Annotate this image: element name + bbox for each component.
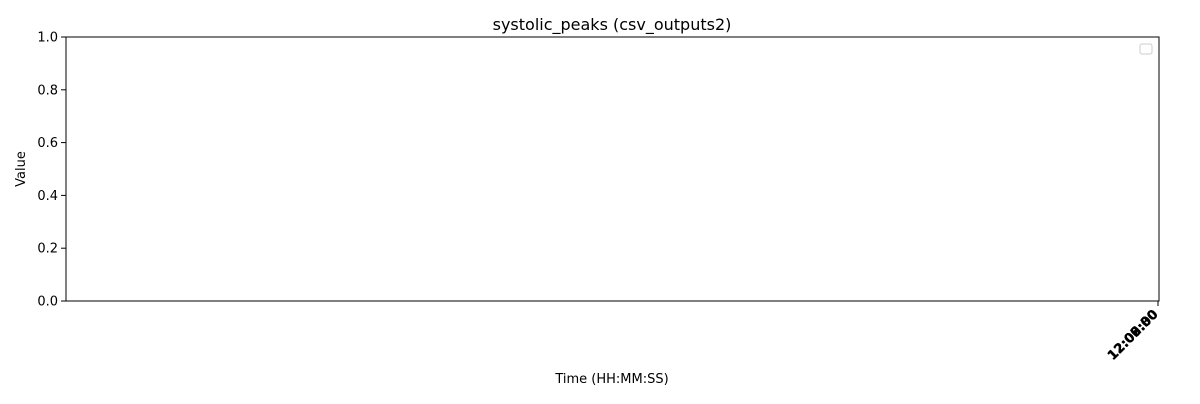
plot-area-border bbox=[65, 36, 1160, 302]
chart-title: systolic_peaks (csv_outputs2) bbox=[493, 15, 732, 35]
legend-box bbox=[1139, 43, 1153, 55]
axes-frame bbox=[65, 36, 1160, 302]
y-tick-label: 0.4 bbox=[37, 189, 58, 204]
y-tick-label: 0.2 bbox=[37, 242, 58, 257]
x-axis-label: Time (HH:MM:SS) bbox=[554, 372, 668, 387]
y-axis-label: Value bbox=[14, 151, 29, 187]
y-tick-label: 0.8 bbox=[37, 83, 58, 98]
y-tick-label: 1.0 bbox=[37, 31, 58, 46]
y-axis-ticks: 0.0 0.2 0.4 0.6 0.8 1.0 bbox=[37, 31, 66, 310]
legend bbox=[1139, 43, 1153, 55]
y-tick-label: 0.6 bbox=[37, 136, 58, 151]
y-tick-label: 0.0 bbox=[37, 295, 58, 310]
